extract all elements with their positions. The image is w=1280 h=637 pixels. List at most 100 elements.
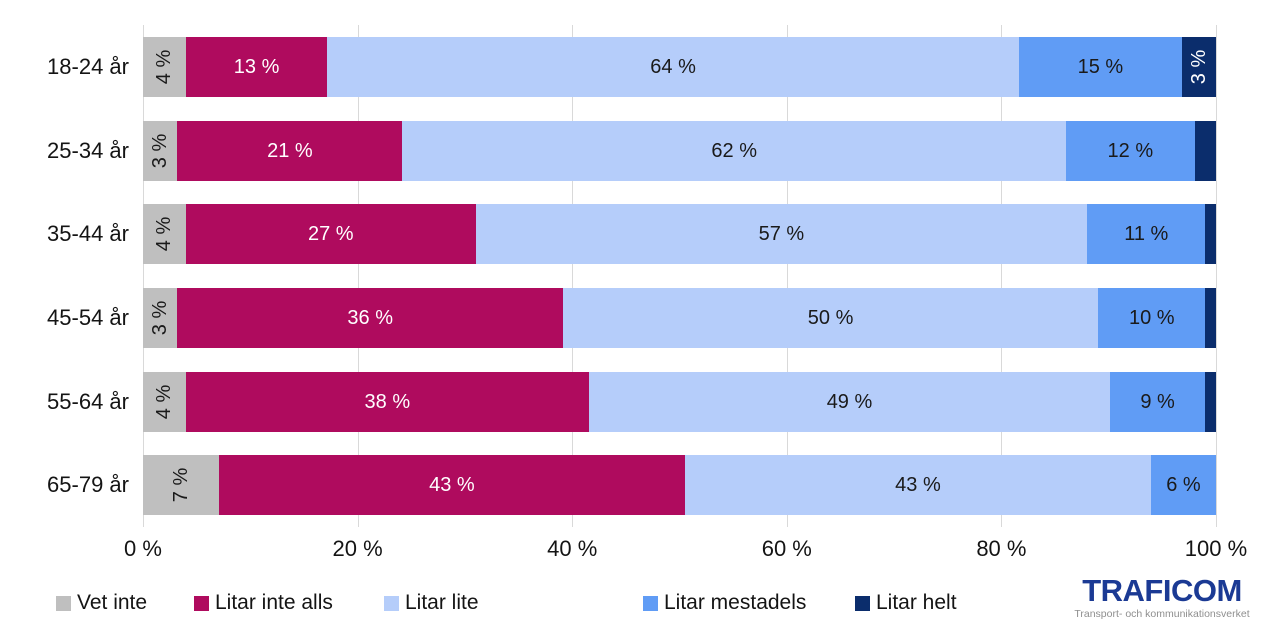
bar-segment-vet-inte: 7 % — [143, 455, 219, 516]
bar-segment-litar-inte-alls: 21 % — [177, 120, 403, 181]
axis-tick-label: 60 % — [761, 536, 812, 561]
stacked-bar: 7 % 43 % 43 % 6 % — [143, 455, 1216, 516]
axis-tick-label: 80 % — [976, 536, 1027, 561]
segment-value-label: 43 % — [895, 474, 941, 497]
traficom-subtitle: Transport- och kommunikationsverket — [1074, 608, 1250, 621]
segment-value-label: 62 % — [711, 139, 757, 162]
bar-segment-litar-mestadels: 12 % — [1066, 120, 1195, 181]
segment-value-label: 9 % — [1140, 390, 1175, 413]
segment-value-label: 38 % — [364, 390, 411, 413]
traficom-wordmark: TRAFICOM — [1082, 573, 1242, 608]
segment-value-label: 64 % — [650, 55, 696, 78]
segment-value-label: 36 % — [347, 306, 393, 329]
bar-row: 65-79 år 7 % 43 % 43 % 6 % — [0, 443, 1216, 527]
bar-segment-litar-mestadels: 9 % — [1109, 371, 1206, 432]
segment-value-label: 13 % — [233, 55, 280, 78]
bar-segment-vet-inte: 4 % — [143, 204, 186, 265]
bar-segment-litar-mestadels: 11 % — [1087, 204, 1206, 265]
legend-item-litar-inte-alls: Litar inte alls — [194, 591, 333, 615]
bar-segment-litar-helt — [1205, 287, 1216, 348]
bar-segment-litar-lite: 62 % — [402, 120, 1067, 181]
axis-tick-label: 40 % — [547, 536, 598, 561]
segment-value-label: 21 % — [267, 139, 313, 162]
stacked-bar: 4 % 38 % 49 % 9 % — [143, 371, 1216, 432]
legend-swatch — [194, 595, 209, 611]
legend-item-vet-inte: Vet inte — [56, 591, 147, 615]
bar-segment-vet-inte: 3 % — [143, 287, 178, 348]
bar-segment-vet-inte: 4 % — [143, 371, 186, 432]
legend-label: Litar lite — [405, 591, 479, 614]
category-label: 45-54 år — [47, 304, 129, 330]
bar-segment-litar-lite: 49 % — [589, 371, 1110, 432]
gridline — [1001, 25, 1003, 527]
gridline — [786, 25, 788, 527]
bar-segment-litar-lite: 57 % — [475, 204, 1088, 265]
plot-area: 18-24 år 4 % 13 % 64 % 15 % 3 % 25-34 år 3 % 21 … — [0, 25, 1217, 527]
legend-swatch — [855, 595, 870, 611]
segment-value-label: 49 % — [826, 390, 873, 413]
gridline — [143, 25, 144, 527]
segment-value-label: 27 % — [307, 223, 354, 246]
x-axis: 0 % 20 % 40 % 60 % 80 % 100 % — [124, 536, 1247, 564]
bar-segment-litar-inte-alls: 36 % — [177, 287, 563, 348]
segment-value-label: 10 % — [1128, 306, 1175, 329]
bar-segment-vet-inte: 3 % — [143, 120, 178, 181]
segment-value-label: 6 % — [1166, 474, 1201, 497]
bar-segment-litar-helt: 3 % — [1181, 36, 1216, 97]
category-label: 25-34 år — [47, 137, 129, 163]
legend-item-litar-mestadels: Litar mestadels — [643, 591, 806, 615]
stacked-bar: 4 % 13 % 64 % 15 % 3 % — [143, 36, 1216, 97]
segment-value-label: 43 % — [429, 474, 475, 497]
stacked-bar: 4 % 27 % 57 % 11 % — [143, 204, 1216, 265]
segment-value-label: 3 % — [1187, 49, 1210, 85]
axis-tick-label: 100 % — [1184, 536, 1248, 561]
legend-label: Litar helt — [876, 591, 957, 614]
segment-value-label: 4 % — [153, 49, 176, 85]
bar-segment-litar-helt — [1194, 120, 1216, 181]
bar-segment-litar-lite: 64 % — [326, 36, 1020, 97]
bar-row: 18-24 år 4 % 13 % 64 % 15 % 3 % — [0, 25, 1216, 109]
bar-segment-litar-lite: 43 % — [684, 455, 1151, 516]
bar-segment-litar-mestadels: 10 % — [1098, 287, 1206, 348]
segment-value-label: 15 % — [1077, 55, 1124, 78]
gridlines — [143, 25, 1217, 527]
bar-segment-vet-inte: 4 % — [143, 36, 187, 97]
segment-value-label: 3 % — [149, 133, 172, 168]
legend: Vet inte Litar inte alls Litar lite Litar m… — [0, 591, 1280, 617]
segment-value-label: 57 % — [758, 223, 805, 246]
bar-segment-litar-inte-alls: 38 % — [185, 371, 590, 432]
legend-label: Litar mestadels — [664, 591, 807, 614]
bar-segment-litar-inte-alls: 13 % — [186, 36, 327, 97]
traficom-logo: TRAFICOM Transport- och kommunikationsve… — [1050, 573, 1274, 621]
gridline — [1216, 25, 1217, 527]
legend-label: Litar inte alls — [215, 591, 333, 614]
segment-value-label: 4 % — [153, 384, 176, 419]
stacked-bar: 3 % 36 % 50 % 10 % — [143, 287, 1216, 348]
axis-tick-label: 20 % — [332, 536, 383, 561]
legend-item-litar-lite: Litar lite — [384, 591, 479, 615]
bar-segment-litar-inte-alls: 27 % — [185, 204, 476, 265]
segment-value-label: 12 % — [1107, 139, 1154, 162]
category-label: 55-64 år — [47, 388, 129, 414]
bar-row: 55-64 år 4 % 38 % 49 % 9 % — [0, 360, 1216, 444]
gridline — [572, 25, 574, 527]
stacked-bar: 3 % 21 % 62 % 12 % — [143, 120, 1216, 181]
bar-segment-litar-helt — [1205, 204, 1216, 265]
segment-value-label: 50 % — [807, 306, 854, 329]
category-label: 18-24 år — [47, 53, 129, 79]
segment-value-label: 4 % — [153, 216, 176, 252]
bar-segment-litar-helt — [1205, 371, 1216, 432]
bar-row: 25-34 år 3 % 21 % 62 % 12 % — [0, 109, 1216, 193]
bar-row: 45-54 år 3 % 36 % 50 % 10 % — [0, 276, 1216, 360]
segment-value-label: 7 % — [169, 467, 192, 503]
legend-swatch — [384, 595, 399, 611]
legend-label: Vet inte — [77, 591, 148, 614]
bar-segment-litar-mestadels: 6 % — [1150, 455, 1216, 516]
category-label: 35-44 år — [47, 221, 129, 247]
bar-segment-litar-inte-alls: 43 % — [218, 455, 685, 516]
bar-segment-litar-mestadels: 15 % — [1019, 36, 1182, 97]
gridline — [357, 25, 359, 527]
bar-row: 35-44 år 4 % 27 % 57 % 11 % — [0, 192, 1216, 276]
category-label: 65-79 år — [47, 472, 129, 498]
